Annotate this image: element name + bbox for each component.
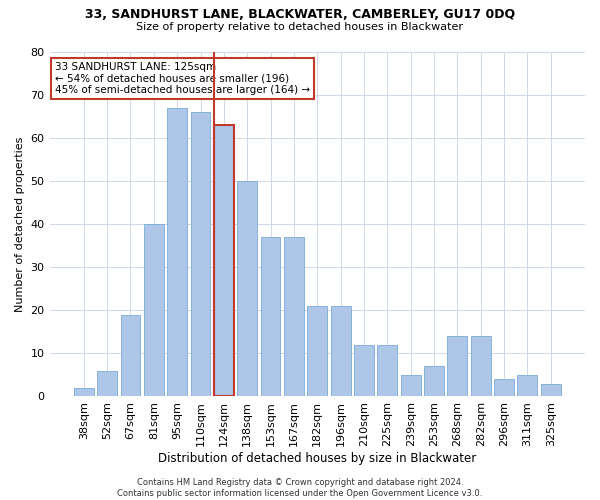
Bar bbox=[377, 344, 397, 397]
Text: Size of property relative to detached houses in Blackwater: Size of property relative to detached ho… bbox=[137, 22, 464, 32]
Bar bbox=[191, 112, 211, 397]
Bar bbox=[167, 108, 187, 397]
Bar bbox=[121, 314, 140, 396]
Bar bbox=[354, 344, 374, 397]
Bar bbox=[517, 375, 538, 396]
Bar bbox=[284, 237, 304, 396]
Text: 33, SANDHURST LANE, BLACKWATER, CAMBERLEY, GU17 0DQ: 33, SANDHURST LANE, BLACKWATER, CAMBERLE… bbox=[85, 8, 515, 20]
Y-axis label: Number of detached properties: Number of detached properties bbox=[15, 136, 25, 312]
Bar bbox=[331, 306, 350, 396]
Bar bbox=[307, 306, 327, 396]
Bar bbox=[424, 366, 444, 396]
Bar bbox=[144, 224, 164, 396]
Bar bbox=[448, 336, 467, 396]
Text: Contains HM Land Registry data © Crown copyright and database right 2024.
Contai: Contains HM Land Registry data © Crown c… bbox=[118, 478, 482, 498]
X-axis label: Distribution of detached houses by size in Blackwater: Distribution of detached houses by size … bbox=[158, 452, 476, 465]
Bar bbox=[74, 388, 94, 396]
Bar bbox=[401, 375, 421, 396]
Bar bbox=[214, 125, 234, 396]
Bar bbox=[471, 336, 491, 396]
Bar bbox=[260, 237, 280, 396]
Bar bbox=[541, 384, 560, 396]
Bar bbox=[238, 181, 257, 396]
Bar bbox=[97, 370, 117, 396]
Bar bbox=[494, 379, 514, 396]
Text: 33 SANDHURST LANE: 125sqm
← 54% of detached houses are smaller (196)
45% of semi: 33 SANDHURST LANE: 125sqm ← 54% of detac… bbox=[55, 62, 310, 95]
